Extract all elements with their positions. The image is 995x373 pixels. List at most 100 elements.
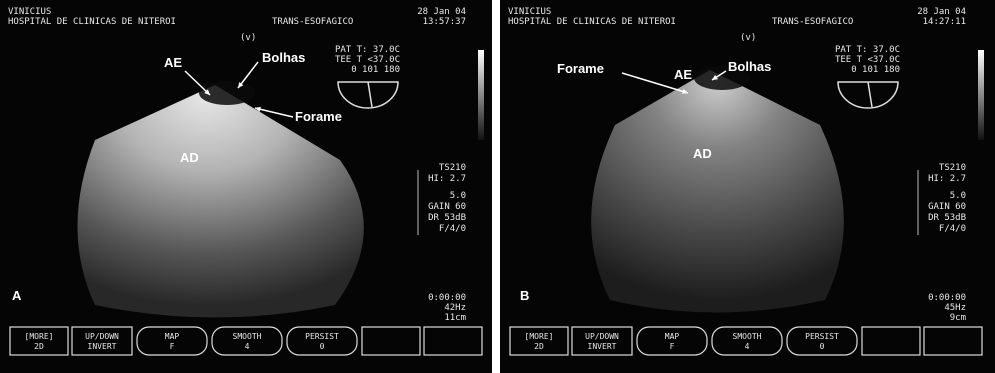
anatomy-label: AD xyxy=(180,150,199,165)
soft-key-label: F xyxy=(670,342,675,351)
soft-key xyxy=(786,326,858,356)
soft-key-label: F xyxy=(170,342,175,351)
settings-readout: TS210 xyxy=(939,163,966,173)
soft-key xyxy=(571,326,633,356)
temperature-readout: TEE T <37.0C xyxy=(335,55,400,65)
soft-key xyxy=(136,326,208,356)
soft-key-label: 4 xyxy=(245,342,250,351)
anatomy-label: Forame xyxy=(557,61,604,76)
temperature-readout: 0 101 180 xyxy=(351,65,400,75)
temperature-readout: PAT T: 37.0C xyxy=(835,45,900,55)
header-name: VINICIUS xyxy=(508,7,551,17)
settings-readout: HI: 2.7 xyxy=(428,174,466,184)
soft-key-label: 0 xyxy=(320,342,325,351)
soft-key xyxy=(71,326,133,356)
anatomy-label: AD xyxy=(693,146,712,161)
arrow-head xyxy=(712,74,718,80)
arrow xyxy=(184,70,211,96)
header-time: 13:57:37 xyxy=(423,17,466,27)
anatomy-label: AE xyxy=(164,55,182,70)
soft-key xyxy=(361,326,421,356)
header-time: 14:27:11 xyxy=(923,17,966,27)
soft-key-label: INVERT xyxy=(588,342,617,351)
settings-readout: HI: 2.7 xyxy=(928,174,966,184)
soft-key xyxy=(211,326,283,356)
settings-readout: F/4/0 xyxy=(439,224,466,234)
footer-readout: 0:00:00 xyxy=(928,293,966,303)
probe-marker: (v) xyxy=(240,33,256,43)
anatomy-label: A xyxy=(12,288,22,303)
arrow xyxy=(621,72,689,94)
soft-key-label: UP/DOWN xyxy=(585,332,619,341)
angle-icon xyxy=(337,81,399,109)
header-hospital: HOSPITAL DE CLINICAS DE NITEROI xyxy=(508,17,676,27)
settings-readout: DR 53dB xyxy=(428,213,466,223)
soft-key xyxy=(861,326,921,356)
soft-key-label: SMOOTH xyxy=(233,332,262,341)
atrium-cavity xyxy=(694,66,750,90)
grayscale-bar xyxy=(978,50,984,140)
header-mode: TRANS-ESOFAGICO xyxy=(772,17,853,27)
anatomy-label: Forame xyxy=(295,109,342,124)
footer-readout: 11cm xyxy=(444,313,466,323)
temperature-readout: PAT T: 37.0C xyxy=(335,45,400,55)
ultrasound-fan xyxy=(77,85,364,318)
angle-needle xyxy=(867,81,873,108)
header-hospital: HOSPITAL DE CLINICAS DE NITEROI xyxy=(8,17,176,27)
settings-readout: 5.0 xyxy=(450,191,466,201)
soft-key-label: PERSIST xyxy=(305,332,339,341)
soft-key xyxy=(286,326,358,356)
soft-key xyxy=(636,326,708,356)
arrow xyxy=(237,61,259,89)
footer-readout: 9cm xyxy=(950,313,966,323)
soft-key-label: INVERT xyxy=(88,342,117,351)
arrow-head xyxy=(255,106,261,112)
soft-key-label: UP/DOWN xyxy=(85,332,119,341)
grayscale-bar xyxy=(478,50,484,140)
arrow xyxy=(254,107,294,118)
soft-key xyxy=(509,326,569,356)
angle-needle xyxy=(367,81,373,108)
header-name: VINICIUS xyxy=(8,7,51,17)
footer-readout: 45Hz xyxy=(944,303,966,313)
probe-marker: (v) xyxy=(740,33,756,43)
angle-icon xyxy=(837,81,899,109)
settings-readout: 5.0 xyxy=(950,191,966,201)
soft-key-label: [MORE] xyxy=(25,332,54,341)
anatomy-label: AE xyxy=(674,67,692,82)
soft-key-label: SMOOTH xyxy=(733,332,762,341)
soft-key xyxy=(423,326,483,356)
soft-key xyxy=(711,326,783,356)
arrow-head xyxy=(238,82,244,88)
soft-key xyxy=(923,326,983,356)
settings-readout: DR 53dB xyxy=(928,213,966,223)
temperature-readout: 0 101 180 xyxy=(851,65,900,75)
soft-key-label: MAP xyxy=(665,332,680,341)
soft-key xyxy=(9,326,69,356)
soft-key-label: 2D xyxy=(34,342,44,351)
header-date: 28 Jan 04 xyxy=(417,7,466,17)
temperature-readout: TEE T <37.0C xyxy=(835,55,900,65)
soft-key-label: 2D xyxy=(534,342,544,351)
soft-key-label: 4 xyxy=(745,342,750,351)
anatomy-label: Bolhas xyxy=(262,50,305,65)
header-date: 28 Jan 04 xyxy=(917,7,966,17)
soft-key-label: [MORE] xyxy=(525,332,554,341)
anatomy-label: Bolhas xyxy=(728,59,771,74)
soft-key-label: MAP xyxy=(165,332,180,341)
anatomy-label: B xyxy=(520,288,529,303)
settings-readout: GAIN 60 xyxy=(928,202,966,212)
settings-readout: F/4/0 xyxy=(939,224,966,234)
footer-readout: 42Hz xyxy=(444,303,466,313)
soft-key-label: PERSIST xyxy=(805,332,839,341)
header-mode: TRANS-ESOFAGICO xyxy=(272,17,353,27)
footer-readout: 0:00:00 xyxy=(428,293,466,303)
ultrasound-fan xyxy=(591,70,844,313)
soft-key-label: 0 xyxy=(820,342,825,351)
arrow-head xyxy=(204,89,210,95)
settings-readout: TS210 xyxy=(439,163,466,173)
arrow-head xyxy=(682,88,688,94)
